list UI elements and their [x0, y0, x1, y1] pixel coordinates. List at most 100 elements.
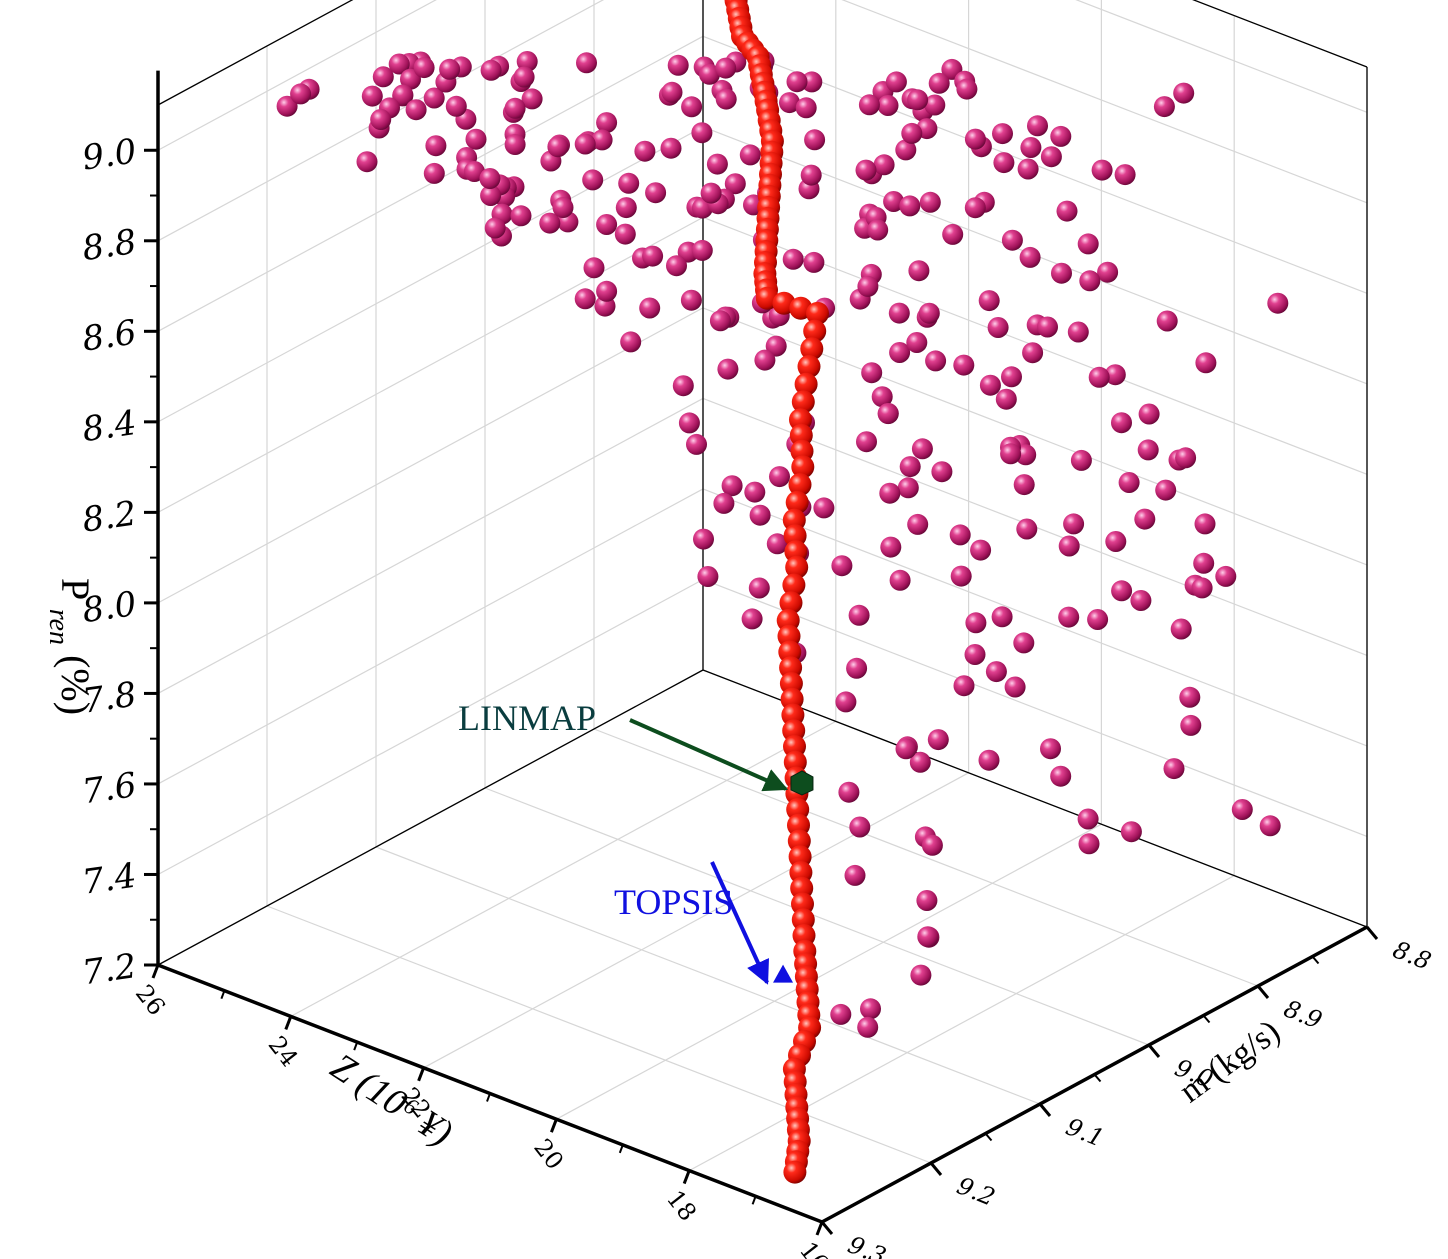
population-point — [372, 66, 394, 88]
population-point — [885, 71, 907, 93]
population-point — [693, 528, 714, 550]
population-point — [942, 223, 964, 245]
population-point — [667, 54, 689, 76]
population-point — [857, 1016, 879, 1038]
population-point — [754, 349, 776, 371]
population-point — [965, 612, 987, 634]
population-point — [911, 438, 933, 460]
left-minor-tick — [353, 1041, 359, 1051]
population-point — [721, 475, 743, 497]
population-point — [1058, 535, 1080, 557]
left-tick — [815, 1221, 824, 1236]
right-tick-label: 9.1 — [1062, 1112, 1108, 1152]
population-point — [423, 162, 445, 184]
z-axis-title: P ren (%) — [41, 578, 98, 715]
topsis-label: TOPSIS — [614, 882, 733, 922]
left-tick-label: 16 — [794, 1236, 835, 1259]
grid-line — [290, 720, 837, 1017]
population-point — [574, 288, 596, 310]
population-point — [445, 95, 467, 117]
population-point — [856, 431, 877, 453]
population-point — [620, 331, 642, 353]
population-point — [931, 461, 953, 483]
pareto-point — [794, 372, 818, 396]
population-point — [928, 72, 950, 94]
grid-line — [556, 823, 1102, 1120]
left-minor-tick — [751, 1195, 757, 1205]
population-point — [782, 248, 804, 270]
population-point — [895, 738, 917, 760]
population-point — [1056, 200, 1078, 222]
population-point — [1097, 261, 1119, 283]
population-point — [1022, 342, 1044, 364]
left-minor-tick — [486, 1093, 491, 1102]
population-point — [1267, 292, 1289, 314]
topsis-marker — [773, 964, 794, 983]
grid-line — [157, 578, 704, 876]
population-point — [985, 661, 1007, 683]
grid-line — [157, 488, 704, 785]
population-point — [596, 214, 618, 235]
population-point — [1091, 159, 1113, 181]
population-point — [860, 998, 881, 1020]
population-point — [510, 205, 532, 227]
population-point — [1156, 310, 1178, 332]
population-point — [1079, 270, 1101, 292]
z-tick-label: 7.8 — [80, 675, 139, 722]
population-point — [1000, 443, 1022, 465]
population-point — [906, 332, 928, 353]
population-point — [803, 251, 825, 273]
population-point — [838, 781, 860, 803]
grid-line — [157, 35, 704, 332]
population-point — [1137, 439, 1159, 461]
right-minor-tick — [1093, 1073, 1102, 1083]
population-point — [901, 122, 923, 144]
population-point — [813, 497, 835, 519]
grid-line — [593, 728, 1259, 987]
population-point — [1050, 125, 1072, 147]
population-point — [660, 137, 682, 159]
grid-line — [157, 0, 437, 151]
population-point — [909, 751, 931, 773]
pareto-point — [782, 573, 806, 597]
frame-edge — [157, 0, 354, 106]
right-tick — [1256, 985, 1270, 999]
population-point — [786, 71, 808, 93]
population-point — [715, 88, 737, 110]
z-tick-label: 9.0 — [80, 131, 139, 178]
population-point — [539, 212, 561, 234]
population-point — [804, 129, 826, 151]
z-tick-label: 7.2 — [80, 946, 139, 993]
population-point — [1175, 447, 1197, 469]
grid-line — [157, 216, 704, 513]
pareto-point — [797, 355, 821, 378]
population-point — [547, 136, 569, 158]
population-point — [370, 109, 392, 130]
population-point — [465, 128, 487, 150]
population-point — [908, 260, 930, 282]
population-point — [583, 257, 605, 279]
population-point — [1114, 164, 1136, 186]
right-tick-label: 9.3 — [844, 1230, 890, 1259]
z-tick-label: 7.4 — [80, 856, 139, 903]
population-point — [504, 134, 526, 155]
population-point — [484, 217, 506, 239]
population-point — [879, 482, 901, 504]
population-point — [918, 302, 940, 324]
grid-line — [423, 772, 969, 1069]
left-tick-label: 24 — [263, 1031, 304, 1072]
population-point — [423, 87, 445, 109]
population-point — [388, 53, 410, 75]
right-tick — [1147, 1044, 1161, 1058]
frame-edge — [157, 669, 704, 966]
grid-line — [688, 875, 1235, 1172]
pareto-point — [803, 319, 827, 343]
population-point — [800, 164, 822, 186]
population-point — [844, 864, 866, 886]
population-point — [405, 99, 427, 121]
population-point — [504, 97, 526, 119]
linmap-label: LINMAP — [458, 698, 596, 738]
grid-line — [841, 0, 1368, 204]
population-point — [858, 94, 880, 116]
population-point — [672, 375, 694, 397]
